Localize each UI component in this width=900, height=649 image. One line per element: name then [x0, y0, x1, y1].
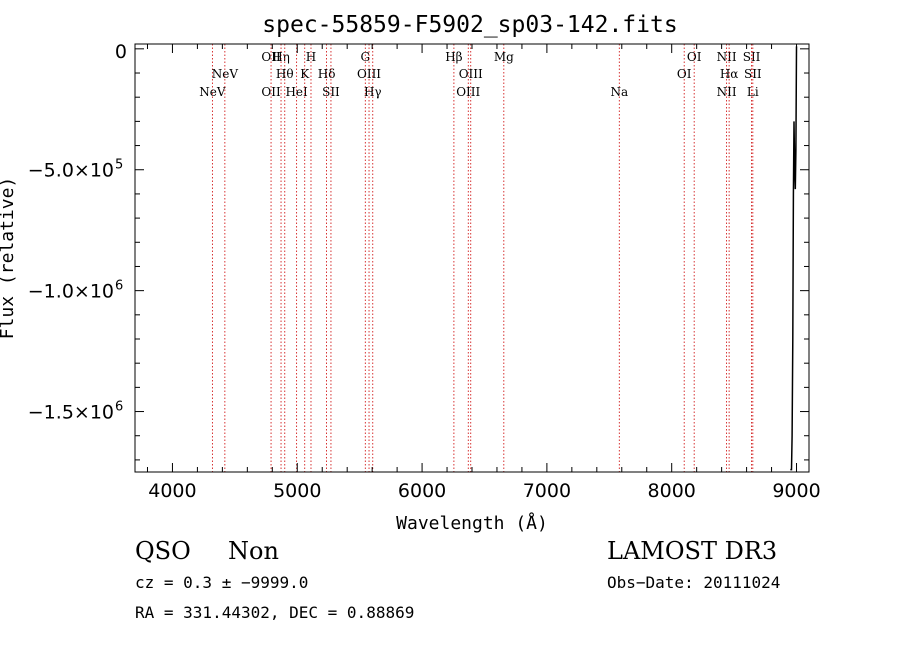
object-subclass: Non [228, 537, 279, 565]
marker-label: Mg [494, 50, 514, 64]
marker-label: Hδ [318, 67, 336, 81]
coordinates: RA = 331.44302, DEC = 0.88869 [135, 603, 415, 622]
y-tick-exponent: 6 [115, 400, 123, 415]
redshift-readout: cz = 0.3 ± −9999.0 [135, 573, 309, 592]
marker-label: OIII [459, 67, 483, 81]
marker-label: OII [261, 50, 281, 64]
y-tick-label: −5.0×10 [28, 160, 114, 182]
marker-label: K [300, 67, 310, 81]
marker-label: OIII [357, 67, 381, 81]
x-tick-label: 7000 [523, 480, 571, 502]
obs-date: Obs−Date: 20111024 [607, 573, 781, 592]
flux-line [790, 46, 798, 471]
y-tick-label: −1.0×10 [28, 281, 114, 303]
marker-label: Li [747, 85, 759, 99]
y-tick-exponent: 6 [115, 279, 123, 294]
marker-label: HeI [285, 85, 308, 99]
marker-label: OI [687, 50, 702, 64]
x-tick-label: 5000 [273, 480, 321, 502]
marker-label: NeV [212, 67, 239, 81]
marker-label: Hθ [276, 67, 294, 81]
y-tick-label: 0 [115, 41, 127, 63]
marker-label: OII [261, 85, 281, 99]
marker-label: Na [610, 85, 628, 99]
marker-label: Hη [272, 50, 290, 64]
x-tick-label: 9000 [772, 480, 820, 502]
flux-series [790, 46, 798, 471]
marker-label: SII [322, 85, 340, 99]
marker-label: NII [717, 85, 737, 99]
marker-label: Hα [720, 67, 739, 81]
x-tick-label: 8000 [648, 480, 696, 502]
marker-label: G [360, 50, 370, 64]
marker-label: Hγ [364, 85, 382, 99]
x-tick-label: 6000 [398, 480, 446, 502]
y-tick-label: −1.5×10 [28, 402, 114, 424]
x-tick-label: 4000 [148, 480, 196, 502]
x-axis-label: Wavelength (Å) [396, 512, 548, 534]
marker-label: SII [744, 67, 762, 81]
x-axis: 4000 5000 6000 7000 8000 9000 [146, 44, 821, 502]
marker-label: Hβ [445, 50, 462, 64]
marker-label: H [306, 50, 316, 64]
y-tick-exponent: 5 [115, 158, 123, 173]
marker-label: OI [677, 67, 692, 81]
survey-name: LAMOST DR3 [607, 537, 778, 565]
marker-label: SII [743, 50, 761, 64]
marker-label: NeV [199, 85, 226, 99]
y-axis-label: Flux (relative) [0, 177, 18, 340]
y-axis: 0−5.0×10 5−1.0×10 6−1.5×10 6 [28, 41, 809, 461]
marker-label: OIII [456, 85, 480, 99]
chart-title: spec-55859-F5902_sp03-142.fits [262, 12, 677, 38]
plot-frame [134, 43, 810, 473]
object-class: QSO [135, 537, 191, 565]
line-markers: NeVNeVOIIOIIHηHθHeIKHHδSIIGOIIIHγHβOIIIO… [199, 44, 762, 472]
marker-label: NII [717, 50, 737, 64]
